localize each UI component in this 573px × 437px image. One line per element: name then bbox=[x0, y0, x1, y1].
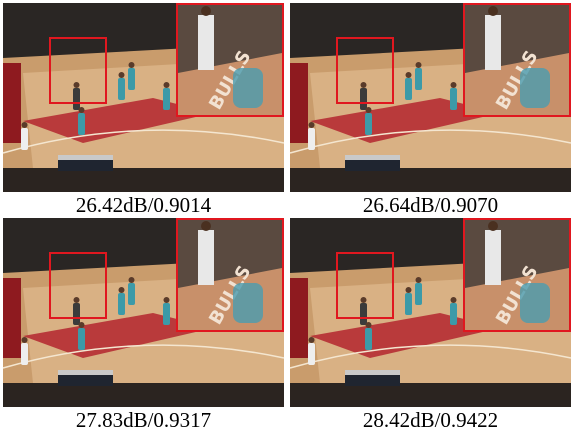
player-head bbox=[309, 337, 315, 343]
player bbox=[405, 78, 412, 100]
player-head bbox=[164, 82, 170, 88]
player-head bbox=[309, 122, 315, 128]
player bbox=[163, 88, 170, 110]
figure: BULLS26.42dB/0.9014BULLS26.64dB/0.9070BU… bbox=[0, 0, 573, 437]
scoreboard-strip bbox=[58, 370, 113, 375]
player bbox=[365, 328, 372, 350]
crowd-bottom bbox=[290, 383, 571, 407]
player-head bbox=[451, 297, 457, 303]
player-head bbox=[79, 107, 85, 113]
panel: BULLS bbox=[3, 3, 284, 192]
player-head bbox=[366, 107, 372, 113]
panel: BULLS bbox=[290, 218, 571, 407]
player bbox=[118, 293, 125, 315]
inset-referee-head bbox=[488, 221, 498, 231]
player bbox=[308, 128, 315, 150]
caption: 26.42dB/0.9014 bbox=[76, 193, 212, 217]
player bbox=[73, 88, 80, 110]
player-head bbox=[406, 72, 412, 78]
player-head bbox=[74, 297, 80, 303]
panel: BULLS bbox=[3, 218, 284, 407]
player bbox=[415, 283, 422, 305]
player-head bbox=[22, 337, 28, 343]
player bbox=[360, 303, 367, 325]
banner bbox=[290, 63, 308, 143]
inset-referee-head bbox=[201, 6, 211, 16]
player bbox=[308, 343, 315, 365]
banner bbox=[3, 63, 21, 143]
player bbox=[21, 343, 28, 365]
inset-player bbox=[233, 68, 263, 108]
inset-referee bbox=[198, 230, 214, 285]
player-head bbox=[129, 62, 135, 68]
player-head bbox=[164, 297, 170, 303]
player-head bbox=[119, 287, 125, 293]
player bbox=[118, 78, 125, 100]
player-head bbox=[366, 322, 372, 328]
caption: 28.42dB/0.9422 bbox=[363, 408, 498, 432]
player-head bbox=[119, 72, 125, 78]
scoreboard-strip bbox=[345, 155, 400, 160]
player bbox=[450, 88, 457, 110]
caption: 27.83dB/0.9317 bbox=[76, 408, 211, 432]
player bbox=[163, 303, 170, 325]
player bbox=[365, 113, 372, 135]
player bbox=[78, 328, 85, 350]
player bbox=[360, 88, 367, 110]
player-head bbox=[74, 82, 80, 88]
inset-referee bbox=[485, 230, 501, 285]
panel: BULLS bbox=[290, 3, 571, 192]
player-head bbox=[451, 82, 457, 88]
crowd-bottom bbox=[3, 383, 284, 407]
player-head bbox=[129, 277, 135, 283]
player-head bbox=[416, 277, 422, 283]
scoreboard-strip bbox=[58, 155, 113, 160]
banner bbox=[290, 278, 308, 358]
inset-player bbox=[520, 283, 550, 323]
banner bbox=[3, 278, 21, 358]
player-head bbox=[406, 287, 412, 293]
player-head bbox=[361, 82, 367, 88]
player bbox=[21, 128, 28, 150]
player bbox=[405, 293, 412, 315]
caption: 26.64dB/0.9070 bbox=[363, 193, 498, 217]
inset-player bbox=[520, 68, 550, 108]
player-head bbox=[416, 62, 422, 68]
player bbox=[450, 303, 457, 325]
inset-referee bbox=[485, 15, 501, 70]
player-head bbox=[79, 322, 85, 328]
player bbox=[415, 68, 422, 90]
player-head bbox=[22, 122, 28, 128]
player-head bbox=[361, 297, 367, 303]
player bbox=[78, 113, 85, 135]
inset-referee-head bbox=[488, 6, 498, 16]
inset-referee-head bbox=[201, 221, 211, 231]
crowd-bottom bbox=[3, 168, 284, 192]
crowd-bottom bbox=[290, 168, 571, 192]
player bbox=[128, 68, 135, 90]
player bbox=[73, 303, 80, 325]
inset-referee bbox=[198, 15, 214, 70]
scoreboard-strip bbox=[345, 370, 400, 375]
inset-player bbox=[233, 283, 263, 323]
player bbox=[128, 283, 135, 305]
